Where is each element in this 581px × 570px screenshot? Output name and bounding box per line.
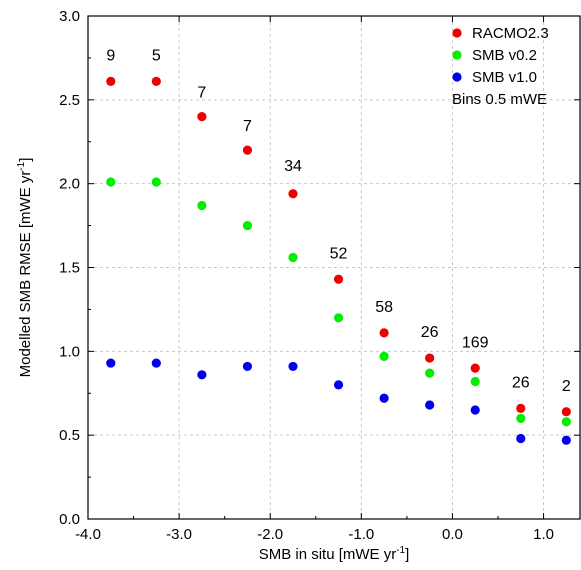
data-point (561, 417, 571, 427)
legend-label: SMB v0.2 (472, 47, 537, 64)
x-tick-label: -3.0 (166, 526, 192, 543)
data-point (470, 363, 480, 373)
bin-count-label: 169 (462, 334, 489, 351)
y-tick-label: 0.5 (59, 427, 80, 444)
data-point (151, 358, 161, 368)
grid-lines (88, 16, 580, 519)
data-point (288, 189, 298, 199)
data-point (242, 145, 253, 155)
data-point (333, 380, 344, 390)
bin-count-label: 26 (512, 375, 530, 392)
y-tick-label: 2.5 (59, 92, 80, 109)
legend-label: SMB v1.0 (472, 69, 537, 86)
data-point (288, 252, 298, 263)
axis-ticks (87, 15, 580, 520)
data-point (379, 351, 389, 361)
legend: RACMO2.3 SMB v0.2 SMB v1.0 Bins 0.5 mWE (452, 25, 549, 108)
data-point (151, 177, 161, 187)
data-point (379, 328, 389, 338)
data-point (106, 358, 116, 368)
x-tick-label: 0.0 (442, 526, 463, 543)
data-point (151, 76, 161, 86)
data-point (197, 112, 207, 122)
bin-count-label: 2 (562, 378, 571, 395)
x-tick-label: 1.0 (533, 526, 554, 543)
x-tick-label: -1.0 (348, 526, 374, 543)
legend-label: RACMO2.3 (472, 25, 549, 42)
data-point (516, 403, 526, 413)
data-point (333, 313, 344, 323)
data-point (242, 220, 253, 231)
data-point (288, 361, 298, 372)
bin-count-labels: 9 5 7 7 34 52 58 26 169 26 2 (106, 48, 571, 395)
tick-labels: -4.0 -3.0 -2.0 -1.0 0.0 1.0 0.0 0.5 1.0 1.5 2.0 2.5… (59, 8, 554, 543)
bin-count-label: 34 (284, 158, 302, 175)
bin-count-label: 7 (243, 118, 252, 135)
data-point (197, 200, 207, 211)
data-point (106, 76, 116, 86)
data-point (242, 361, 253, 372)
y-tick-label: 2.0 (59, 176, 80, 193)
bin-count-label: 9 (106, 48, 115, 65)
data-point (425, 368, 435, 378)
y-tick-label: 1.5 (59, 260, 80, 277)
data-point (379, 393, 389, 403)
x-axis-title: SMB in situ [mWE yr-1] (259, 545, 410, 563)
data-point (516, 413, 526, 423)
data-point (197, 370, 207, 380)
data-point (425, 400, 435, 410)
bin-count-label: 26 (421, 324, 439, 341)
bin-count-label: 52 (330, 245, 348, 262)
data-point (561, 407, 571, 417)
data-point (516, 433, 526, 444)
x-tick-label: -2.0 (257, 526, 283, 543)
y-tick-label: 0.0 (59, 511, 80, 528)
data-point (470, 405, 480, 415)
bin-count-label: 5 (152, 48, 161, 65)
legend-marker (452, 72, 462, 82)
data-points (106, 76, 571, 445)
bin-count-label: 7 (197, 84, 206, 101)
bin-count-label: 58 (375, 299, 393, 316)
legend-marker (452, 28, 462, 38)
y-axis-title: Modelled SMB RMSE [mWE yr-1] (16, 158, 34, 378)
x-tick-label: -4.0 (75, 526, 101, 543)
data-point (561, 435, 571, 445)
data-point (470, 376, 480, 387)
y-tick-label: 3.0 (59, 8, 80, 25)
data-point (333, 274, 344, 284)
y-tick-label: 1.0 (59, 343, 80, 360)
data-point (425, 353, 435, 363)
legend-note: Bins 0.5 mWE (452, 91, 547, 108)
legend-marker (452, 50, 462, 60)
data-point (106, 177, 116, 187)
